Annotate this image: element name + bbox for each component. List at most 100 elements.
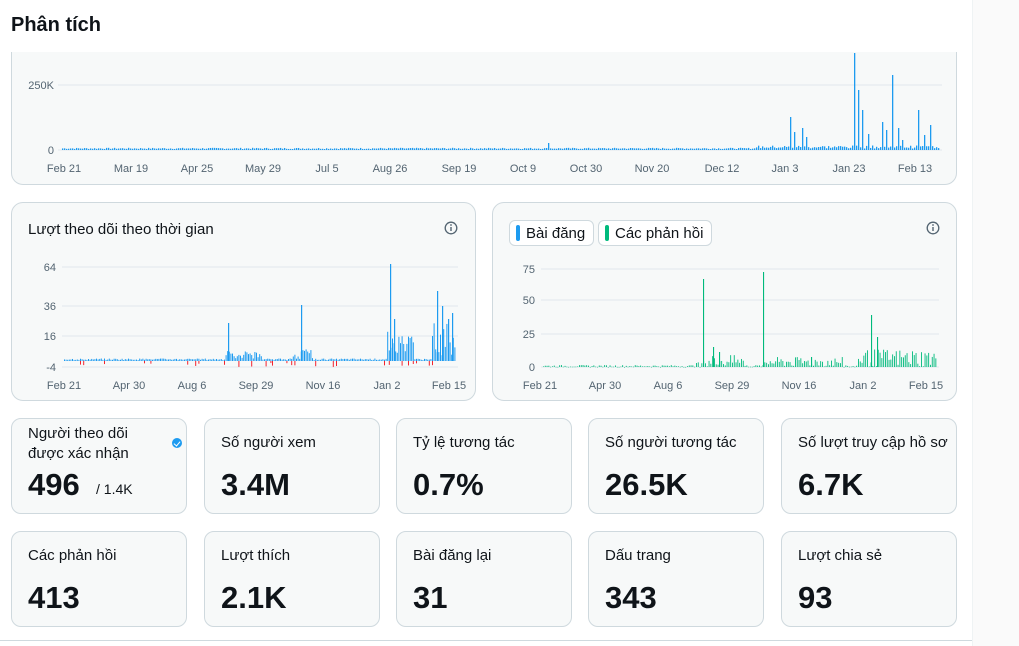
chart-bar (548, 143, 550, 150)
chart-bar (780, 147, 782, 150)
chart-bar (629, 366, 631, 367)
chart-bar (376, 148, 378, 150)
chart-bar (625, 365, 627, 367)
chart-bar (546, 147, 548, 150)
stat-card-impressions[interactable]: Số người xem 3.4M (204, 418, 380, 514)
chart-bar (888, 147, 890, 150)
chart-bar (169, 359, 171, 361)
chart-bar (847, 365, 849, 367)
chart-bar (144, 359, 145, 361)
chart-bar (820, 146, 822, 150)
chart-bar (784, 365, 786, 367)
chart-bar (62, 148, 64, 150)
stat-card-reposts[interactable]: Bài đăng lại 31 (396, 531, 572, 627)
chart-bar (865, 352, 867, 367)
chart-bar (262, 359, 264, 361)
chart-bar (524, 148, 526, 150)
stat-value: 0.7% (413, 467, 484, 502)
chart-bar (308, 353, 310, 361)
chart-bar (688, 365, 690, 367)
info-icon[interactable] (444, 221, 458, 235)
chart-bar (414, 148, 416, 150)
chart-bar (307, 351, 309, 361)
chart-bar (155, 358, 157, 361)
chart-bar (685, 366, 687, 368)
chart-bar (92, 148, 94, 150)
chart-bar (680, 148, 682, 150)
chart-bar (257, 357, 259, 361)
chart-bar (834, 358, 836, 367)
chart-bar (364, 359, 366, 361)
chart-bar (192, 147, 194, 150)
chart-bar (562, 148, 564, 150)
chart-bar (409, 338, 411, 361)
stat-card-verified-followers[interactable]: Người theo dõi được xác nhận 496 / 1.4K (11, 418, 187, 514)
chart-bar (276, 148, 278, 150)
chart-bar (890, 359, 892, 367)
chart-bar (156, 148, 158, 150)
stat-card-profile-visits[interactable]: Số lượt truy cập hồ sơ 6.7K (781, 418, 957, 514)
chart-bar (398, 336, 400, 361)
stat-card-bookmarks[interactable]: Dấu trang 343 (588, 531, 764, 627)
chart-bar (310, 148, 312, 150)
chart-bar (638, 366, 640, 367)
chart-bar (443, 329, 445, 361)
chart-bar (897, 364, 899, 367)
chart-bar (613, 366, 615, 368)
x-tick-label: Feb 21 (523, 380, 557, 392)
chart-bar (288, 148, 290, 150)
chart-bar (464, 148, 466, 150)
chart-bar (651, 366, 652, 368)
chart-bar (924, 353, 926, 367)
chart-bar (697, 362, 699, 367)
x-tick-label: Sep 29 (239, 380, 274, 392)
chart-bar (480, 148, 482, 150)
chart-bar (116, 148, 118, 150)
chart-bar (140, 359, 142, 361)
chart-bar (748, 147, 750, 150)
chart-bar (854, 366, 856, 368)
chart-bar (102, 148, 104, 150)
chart-bar (862, 110, 864, 150)
chart-bar (422, 359, 424, 361)
chart-bar (70, 359, 72, 361)
chart-bar (187, 358, 189, 361)
chart-bar (164, 148, 166, 150)
chart-bar (260, 356, 262, 361)
chart-bar (315, 358, 317, 361)
chart-bar (168, 359, 169, 361)
stat-card-shares[interactable]: Lượt chia sẻ 93 (781, 531, 957, 627)
stat-card-engagements[interactable]: Số người tương tác 26.5K (588, 418, 764, 514)
chart-bar (730, 355, 732, 367)
legend-posts[interactable]: Bài đăng (509, 220, 595, 246)
chart-bar (198, 358, 200, 361)
stat-card-likes[interactable]: Lượt thích 2.1K (204, 531, 380, 627)
chart-bar (347, 358, 349, 361)
chart-bar (705, 363, 706, 367)
chart-bar (917, 363, 919, 367)
chart-bar (312, 358, 313, 361)
chart-bar (129, 359, 131, 361)
chart-bar (369, 358, 371, 361)
chart-bar (224, 359, 225, 361)
chart-bar (371, 359, 373, 361)
chart-bar (412, 361, 414, 364)
chart-bar (150, 359, 152, 361)
chart-bar (204, 148, 206, 150)
chart-bar (332, 148, 334, 150)
chart-bar (126, 148, 128, 150)
followers-chart: 64 36 16 -4 Feb 21 Apr 30 Aug 6 Sep 29 N… (44, 262, 466, 392)
legend-replies[interactable]: Các phản hồi (598, 220, 713, 246)
chart-bar (775, 361, 777, 367)
chart-bar (740, 147, 742, 150)
stat-card-engagement-rate[interactable]: Tỷ lệ tương tác 0.7% (396, 418, 572, 514)
info-icon[interactable] (926, 221, 940, 235)
chart-bar (390, 148, 392, 150)
chart-bar (564, 148, 566, 150)
stat-card-replies[interactable]: Các phản hồi 413 (11, 531, 187, 627)
chart-bar (888, 359, 890, 367)
chart-bar (428, 148, 430, 150)
chart-bar (190, 148, 192, 150)
chart-bar (930, 364, 931, 367)
chart-bar (650, 148, 652, 150)
